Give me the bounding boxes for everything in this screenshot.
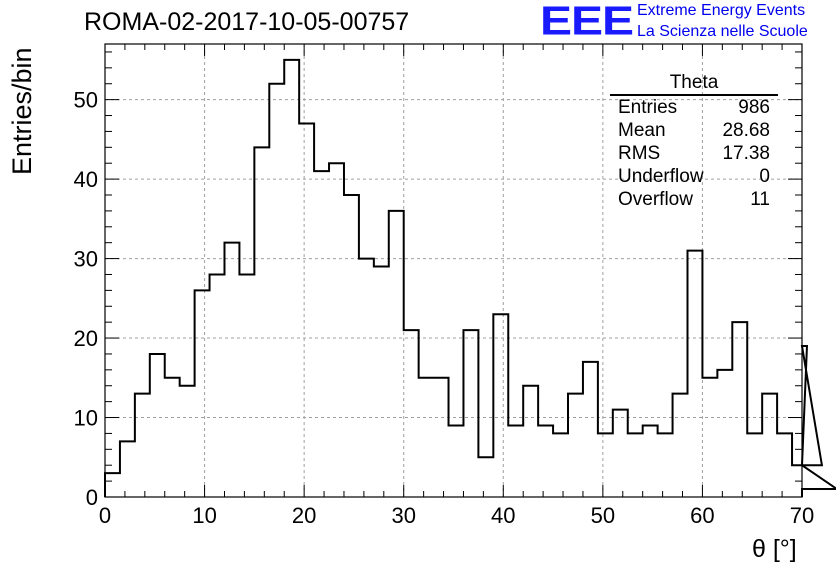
stat-label: Overflow — [618, 189, 693, 210]
histogram-bin — [717, 370, 732, 497]
histogram-bin — [434, 378, 449, 497]
histogram-bin — [389, 211, 404, 497]
histogram-bin — [523, 386, 538, 497]
histogram-line — [104, 58, 836, 497]
histogram-bin — [583, 362, 598, 497]
histogram-bin — [673, 394, 688, 497]
histogram-bin — [284, 60, 299, 497]
histogram-bin — [150, 354, 165, 497]
stat-row-entries: Entries 986 — [610, 96, 778, 119]
histogram-bin — [658, 433, 673, 497]
histogram-bin — [553, 433, 568, 497]
x-tick-label: 50 — [591, 503, 615, 528]
stat-value: 28.68 — [722, 120, 770, 141]
histogram-bin — [180, 386, 195, 497]
histogram-bin — [538, 425, 553, 497]
histogram-bin — [239, 274, 254, 497]
x-tick-label: 30 — [391, 503, 415, 528]
stat-label: Underflow — [618, 166, 704, 187]
histogram-bin — [732, 322, 747, 497]
histogram-bin — [449, 425, 464, 497]
y-tick-label: 20 — [74, 326, 98, 351]
histogram-bin — [643, 425, 658, 497]
histogram-bin — [747, 433, 762, 497]
histogram-bin — [777, 433, 792, 497]
y-tick-label: 30 — [74, 247, 98, 272]
y-tick-label: 0 — [86, 485, 98, 510]
histogram-bin — [508, 425, 523, 497]
stat-value: 986 — [738, 97, 770, 118]
x-tick-label: 20 — [292, 503, 316, 528]
plot-frame — [104, 43, 803, 498]
stat-value: 0 — [759, 166, 770, 187]
stat-value: 11 — [750, 189, 770, 210]
stat-row-underflow: Underflow 0 — [610, 165, 778, 188]
stat-row-overflow: Overflow 11 — [610, 188, 778, 211]
histogram-bin — [687, 251, 702, 497]
histogram-bin — [120, 441, 135, 497]
histogram-bin — [568, 394, 583, 497]
x-tick-label: 70 — [790, 503, 814, 528]
histogram-bin — [314, 171, 329, 497]
histogram-bin — [165, 378, 180, 497]
histogram-bin — [702, 378, 717, 497]
y-tick-label: 50 — [74, 88, 98, 113]
x-tick-label: 10 — [192, 503, 216, 528]
histogram-bin — [344, 195, 359, 497]
histogram-bin — [105, 473, 120, 497]
histogram-bin — [269, 84, 284, 497]
x-tick-label: 60 — [690, 503, 714, 528]
plot-title: ROMA-02-2017-10-05-00757 — [84, 8, 410, 36]
histogram-bin — [210, 274, 225, 497]
histogram-bin — [329, 163, 344, 497]
histogram-bin — [613, 410, 628, 497]
y-tick-label: 10 — [74, 406, 98, 431]
histogram-bin — [135, 394, 150, 497]
stat-label: Entries — [618, 97, 678, 118]
org-name-line2: La Scienza nelle Scuole — [637, 23, 808, 40]
histogram-bin — [374, 267, 389, 497]
histogram-bin — [598, 433, 613, 497]
y-tick-label: 40 — [74, 167, 98, 192]
histogram-bin — [628, 433, 643, 497]
histogram-bin — [493, 314, 508, 497]
stat-value: 17.38 — [722, 143, 770, 164]
histogram-bin — [359, 259, 374, 497]
x-tick-label: 40 — [491, 503, 515, 528]
eee-logo: EEE — [540, 0, 634, 44]
x-tick-label: 0 — [99, 503, 111, 528]
histogram-bin — [404, 330, 419, 497]
stat-row-rms: RMS 17.38 — [610, 142, 778, 165]
histogram-bin — [195, 290, 210, 497]
stat-label: Mean — [618, 120, 666, 141]
histogram-bin — [419, 378, 434, 497]
histogram-bin — [478, 457, 493, 497]
y-axis-label: Entries/bin — [7, 47, 37, 175]
histogram-bin — [254, 147, 269, 497]
histogram-bin — [762, 394, 777, 497]
stats-title: Theta — [610, 72, 778, 96]
org-name-line1: Extreme Energy Events — [637, 2, 806, 19]
x-axis-label: θ [°] — [752, 535, 797, 563]
stats-box: Theta Entries 986 Mean 28.68 RMS 17.38 U… — [610, 72, 778, 211]
stat-row-mean: Mean 28.68 — [610, 119, 778, 142]
histogram-bin — [463, 330, 478, 497]
stat-label: RMS — [618, 143, 661, 164]
histogram-bin — [224, 243, 239, 497]
